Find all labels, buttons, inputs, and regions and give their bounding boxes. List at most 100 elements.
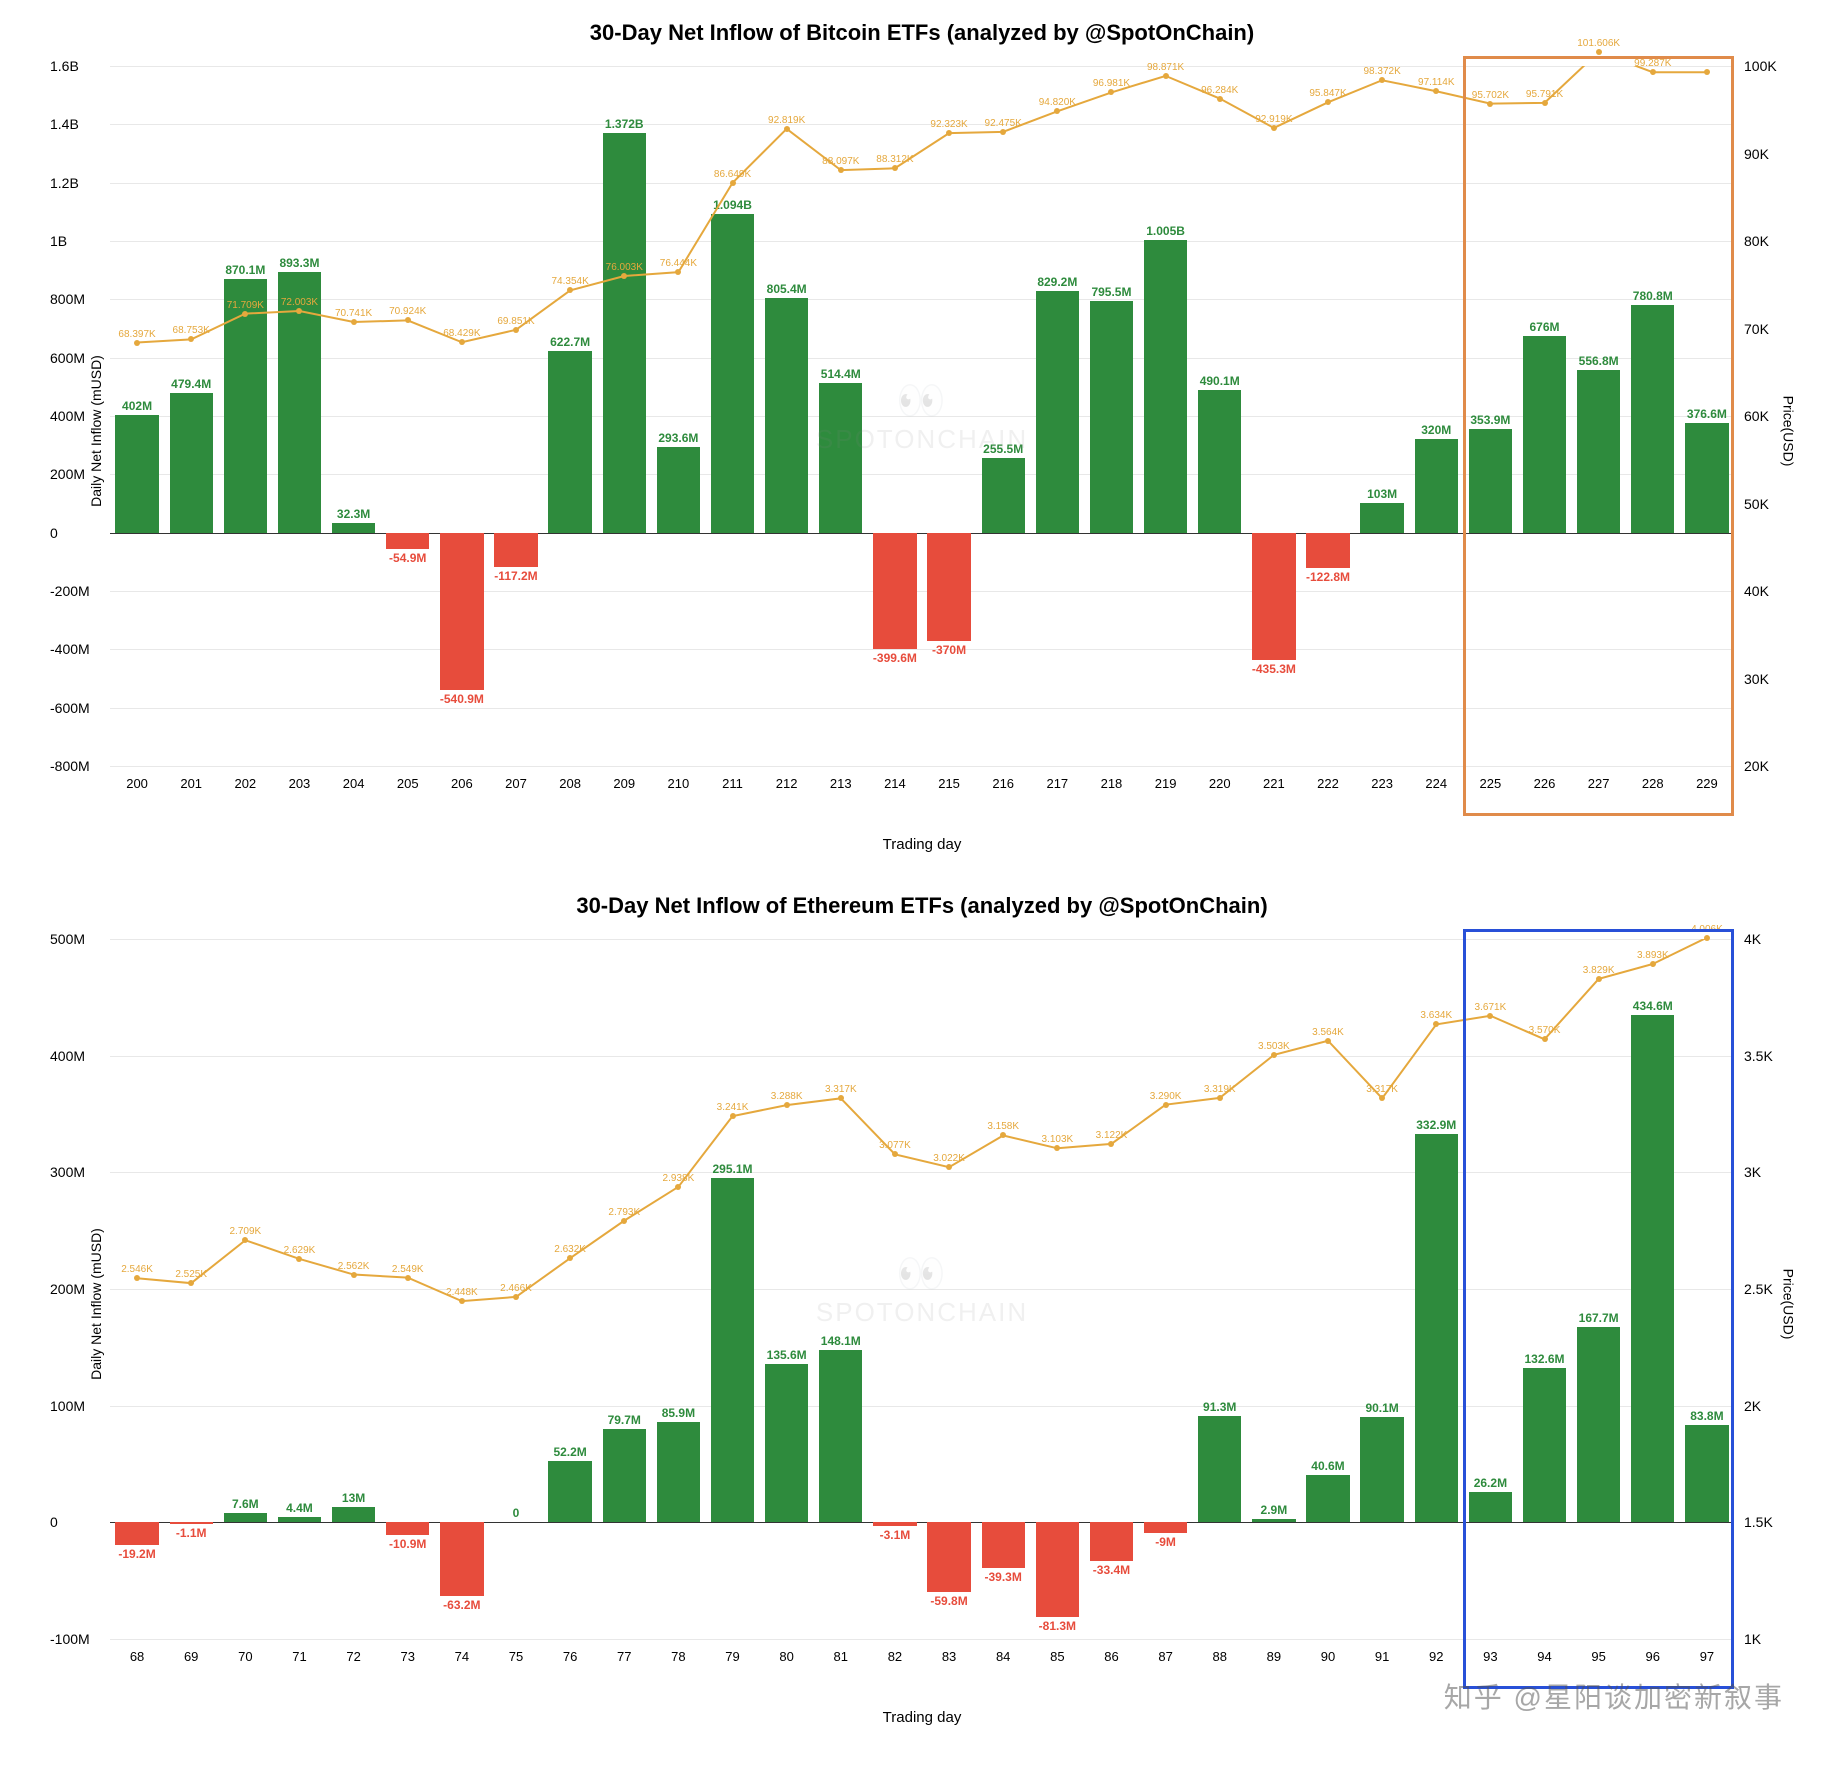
bar-label: 353.9M xyxy=(1470,413,1510,427)
x-tick: 83 xyxy=(942,1649,956,1664)
bar-label: -399.6M xyxy=(873,651,917,665)
y-right-tick: 70K xyxy=(1744,321,1769,337)
price-label: 3.317K xyxy=(1366,1084,1398,1095)
bar xyxy=(1685,1425,1728,1523)
x-tick: 202 xyxy=(234,776,256,791)
price-point xyxy=(1054,1145,1060,1151)
bar-group: 4.4M71 xyxy=(272,939,326,1639)
bar xyxy=(1252,1519,1295,1522)
x-tick: 71 xyxy=(292,1649,306,1664)
x-tick: 93 xyxy=(1483,1649,1497,1664)
bar xyxy=(873,1522,916,1526)
bar-label: 103M xyxy=(1367,487,1397,501)
bar-label: -63.2M xyxy=(443,1598,480,1612)
bar-label: 376.6M xyxy=(1687,407,1727,421)
price-label: 3.317K xyxy=(825,1084,857,1095)
price-label: 2.466K xyxy=(500,1283,532,1294)
price-label: 2.632K xyxy=(554,1244,586,1255)
price-point xyxy=(621,1218,627,1224)
bar-label: 829.2M xyxy=(1037,275,1077,289)
bar-label: 870.1M xyxy=(225,263,265,277)
price-label: 92.819K xyxy=(768,115,805,126)
price-point xyxy=(946,1164,952,1170)
bar-label: 805.4M xyxy=(767,282,807,296)
x-tick: 229 xyxy=(1696,776,1718,791)
price-point xyxy=(134,340,140,346)
bar-group: 132.6M94 xyxy=(1517,939,1571,1639)
bar xyxy=(1360,503,1403,533)
bar-group: 479.4M201 xyxy=(164,66,218,766)
x-tick: 216 xyxy=(992,776,1014,791)
y-right-tick: 3.5K xyxy=(1744,1048,1773,1064)
price-label: 70.741K xyxy=(335,308,372,319)
bar-label: 0 xyxy=(513,1506,520,1520)
x-tick: 78 xyxy=(671,1649,685,1664)
bar-label: 167.7M xyxy=(1579,1311,1619,1325)
y-right-tick: 1.5K xyxy=(1744,1514,1773,1530)
price-point xyxy=(296,1256,302,1262)
bar-group: 293.6M210 xyxy=(651,66,705,766)
price-point xyxy=(1271,125,1277,131)
price-point xyxy=(838,1095,844,1101)
x-tick: 204 xyxy=(343,776,365,791)
y-left-tick: 200M xyxy=(50,466,85,482)
price-point xyxy=(1487,1013,1493,1019)
bar-group: -39.3M84 xyxy=(976,939,1030,1639)
x-tick: 79 xyxy=(725,1649,739,1664)
price-point xyxy=(188,336,194,342)
bar-group: 7.6M70 xyxy=(218,939,272,1639)
x-tick: 220 xyxy=(1209,776,1231,791)
bar-label: 514.4M xyxy=(821,367,861,381)
y-left-tick: -400M xyxy=(50,641,90,657)
price-point xyxy=(134,1275,140,1281)
bar-group: 434.6M96 xyxy=(1626,939,1680,1639)
bar-group: 893.3M203 xyxy=(272,66,326,766)
x-tick: 92 xyxy=(1429,1649,1443,1664)
bar-group: 829.2M217 xyxy=(1030,66,1084,766)
bar-label: 490.1M xyxy=(1200,374,1240,388)
bar xyxy=(982,1522,1025,1568)
price-label: 2.549K xyxy=(392,1264,424,1275)
y-right-tick: 3K xyxy=(1744,1164,1761,1180)
bar-group: 85.9M78 xyxy=(651,939,705,1639)
bar-label: 90.1M xyxy=(1365,1401,1398,1415)
bar-group: 91.3M88 xyxy=(1193,939,1247,1639)
y-right-tick: 100K xyxy=(1744,58,1777,74)
x-axis-label: Trading day xyxy=(20,836,1824,853)
bar-group: 805.4M212 xyxy=(760,66,814,766)
price-point xyxy=(459,339,465,345)
bar-group: 32.3M204 xyxy=(327,66,381,766)
bar xyxy=(548,351,591,533)
y-right-label: Price(USD) xyxy=(1781,1269,1797,1340)
bar-group: 320M224 xyxy=(1409,66,1463,766)
chart-eth: 30-Day Net Inflow of Ethereum ETFs (anal… xyxy=(20,893,1824,1726)
bar xyxy=(711,1178,754,1522)
bar xyxy=(1577,1327,1620,1523)
bar-label: 622.7M xyxy=(550,335,590,349)
footer-watermark: 知乎 @星阳谈加密新叙事 xyxy=(1444,1676,1784,1716)
x-tick: 200 xyxy=(126,776,148,791)
price-point xyxy=(838,167,844,173)
price-label: 3.122K xyxy=(1096,1130,1128,1141)
y-left-tick: 400M xyxy=(50,408,85,424)
x-tick: 85 xyxy=(1050,1649,1064,1664)
x-tick: 88 xyxy=(1212,1649,1226,1664)
bar-label: 4.4M xyxy=(286,1501,313,1515)
bar-group: 490.1M220 xyxy=(1193,66,1247,766)
bar-group: -19.2M68 xyxy=(110,939,164,1639)
chart-plot: -100M0100M200M300M400M500MDaily Net Infl… xyxy=(110,939,1734,1669)
bar xyxy=(1631,305,1674,533)
price-point xyxy=(1704,69,1710,75)
price-point xyxy=(1054,108,1060,114)
bar-group: 79.7M77 xyxy=(597,939,651,1639)
y-left-tick: 0 xyxy=(50,1514,58,1530)
bar-label: 434.6M xyxy=(1633,999,1673,1013)
y-right-label: Price(USD) xyxy=(1781,396,1797,467)
bar-label: -33.4M xyxy=(1093,1563,1130,1577)
price-point xyxy=(242,1237,248,1243)
bar-label: -370M xyxy=(932,643,966,657)
x-tick: 96 xyxy=(1646,1649,1660,1664)
bar xyxy=(440,1522,483,1596)
bar-group: -1.1M69 xyxy=(164,939,218,1639)
bar-group: -59.8M83 xyxy=(922,939,976,1639)
